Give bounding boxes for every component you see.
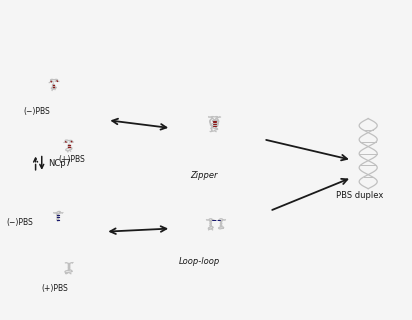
Text: (+)PBS: (+)PBS [42,284,68,292]
Text: PBS duplex: PBS duplex [336,191,384,200]
Text: Loop-loop: Loop-loop [179,257,220,266]
Text: (−)PBS: (−)PBS [23,107,50,116]
Text: Zipper: Zipper [190,171,218,180]
Text: NCp7: NCp7 [48,159,71,168]
Text: (+)PBS: (+)PBS [58,155,85,164]
Text: (−)PBS: (−)PBS [7,218,34,227]
